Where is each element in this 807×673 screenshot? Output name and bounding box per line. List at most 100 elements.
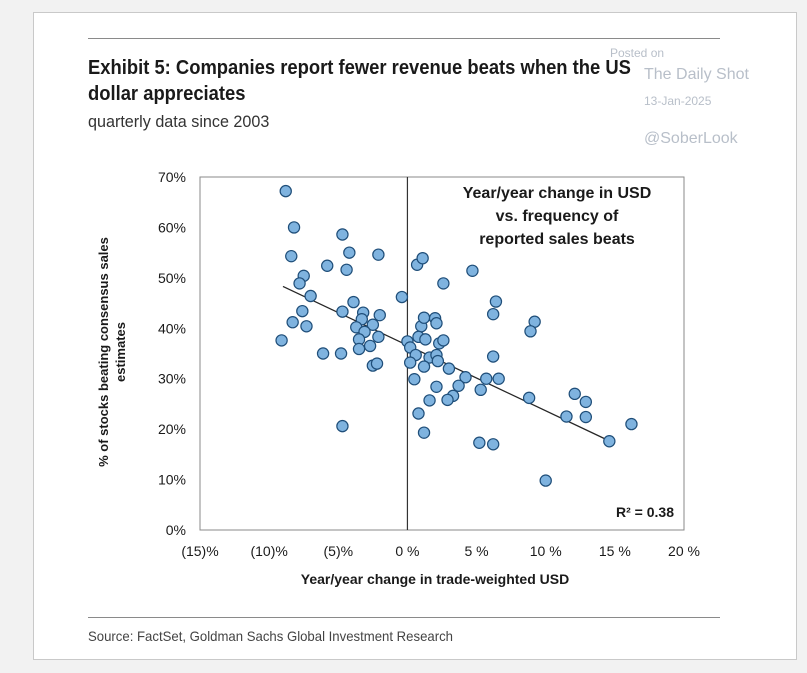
bottom-rule (88, 617, 720, 618)
data-point (430, 317, 443, 330)
data-point (524, 325, 537, 338)
data-point (430, 380, 443, 393)
data-point (522, 391, 536, 405)
data-point (486, 307, 500, 321)
data-point (486, 350, 500, 363)
annotation-line-2: vs. frequency of (496, 208, 619, 225)
plot-area (199, 176, 685, 531)
top-rule (88, 38, 720, 39)
data-point (603, 435, 616, 448)
data-point (363, 339, 377, 353)
y-tick-label: 20% (158, 421, 186, 437)
data-point (395, 290, 409, 304)
data-point (441, 393, 454, 407)
data-point (431, 354, 445, 368)
data-point (473, 436, 486, 449)
data-point (417, 426, 431, 439)
y-axis-label-line-1: % of stocks beating consensus sales (96, 237, 111, 467)
x-tick-label: 15 % (599, 543, 631, 559)
x-tick-label: (5)% (324, 543, 354, 559)
data-point (316, 347, 330, 360)
data-point (321, 259, 334, 272)
data-point (466, 264, 479, 277)
watermark-date: 13-Jan-2025 (644, 94, 712, 108)
data-point (366, 318, 380, 331)
data-point (492, 372, 505, 385)
x-tick-label: 0 % (395, 543, 419, 559)
y-tick-label: 30% (158, 371, 186, 387)
y-axis: 0% 10% 20% 30% 40% 50% 60% 70% (158, 169, 186, 538)
chart-subtitle: quarterly data since 2003 (88, 112, 270, 131)
data-point (304, 289, 317, 303)
data-point (408, 373, 421, 386)
y-tick-label: 0% (166, 522, 186, 538)
y-tick-label: 70% (158, 169, 186, 185)
data-point (416, 251, 429, 265)
source-note: Source: FactSet, Goldman Sachs Global In… (88, 628, 453, 644)
data-point (336, 305, 349, 318)
x-axis-label: Year/year change in trade-weighted USD (301, 571, 569, 587)
data-point (579, 410, 593, 424)
y-tick-label: 10% (158, 472, 186, 488)
data-point (417, 360, 431, 373)
data-point (489, 295, 503, 308)
annotation-line-3: reported sales beats (479, 231, 635, 248)
data-point (442, 362, 456, 375)
y-tick-label: 50% (158, 270, 186, 286)
data-point (412, 407, 425, 420)
data-point (579, 395, 593, 409)
data-point (340, 263, 353, 276)
y-tick-label: 40% (158, 320, 186, 336)
data-point (437, 334, 450, 347)
x-tick-label: 20 % (668, 543, 700, 559)
annotation-line-1: Year/year change in USD (463, 185, 652, 202)
data-point (419, 333, 432, 346)
data-point (437, 277, 450, 290)
data-points (275, 184, 638, 487)
data-point (334, 347, 348, 360)
data-point (625, 417, 638, 431)
chart-title: Exhibit 5: Companies report fewer revenu… (88, 57, 631, 105)
data-point (568, 387, 581, 401)
trendline (282, 285, 609, 441)
data-point (300, 320, 313, 333)
data-point (287, 221, 301, 234)
x-tick-label: 10 % (530, 543, 562, 559)
data-point (296, 304, 309, 318)
data-point (539, 474, 552, 487)
data-point (343, 246, 356, 259)
y-tick-label: 60% (158, 219, 186, 235)
data-point (373, 308, 386, 322)
data-point (285, 249, 298, 263)
data-point (452, 379, 465, 392)
data-point (560, 410, 573, 423)
x-tick-label: (15)% (181, 543, 218, 559)
data-point (336, 228, 349, 241)
r-squared-label: R² = 0.38 (616, 504, 674, 520)
data-point (275, 334, 288, 347)
data-point (279, 184, 292, 198)
data-point (486, 438, 500, 451)
data-point (423, 394, 436, 407)
watermark-handle: @SoberLook (644, 130, 738, 147)
data-point (352, 342, 366, 356)
data-point (417, 311, 431, 324)
x-tick-label: (10)% (250, 543, 287, 559)
data-point (336, 419, 349, 433)
data-point (403, 356, 417, 369)
data-point (459, 371, 472, 384)
data-point (372, 330, 385, 344)
data-point (372, 248, 385, 261)
data-point (293, 277, 306, 290)
watermark-site: The Daily Shot (644, 66, 749, 83)
x-axis: (15)% (10)% (5)% 0 % 5 % 10 % 15 % 20 % (181, 543, 700, 559)
watermark-posted: Posted on (610, 46, 665, 60)
data-point (370, 357, 384, 370)
data-point (480, 372, 493, 385)
x-tick-label: 5 % (465, 543, 489, 559)
data-point (286, 316, 299, 329)
data-point (347, 295, 360, 309)
data-point (474, 383, 487, 397)
y-axis-label-line-2: estimates (113, 322, 128, 382)
